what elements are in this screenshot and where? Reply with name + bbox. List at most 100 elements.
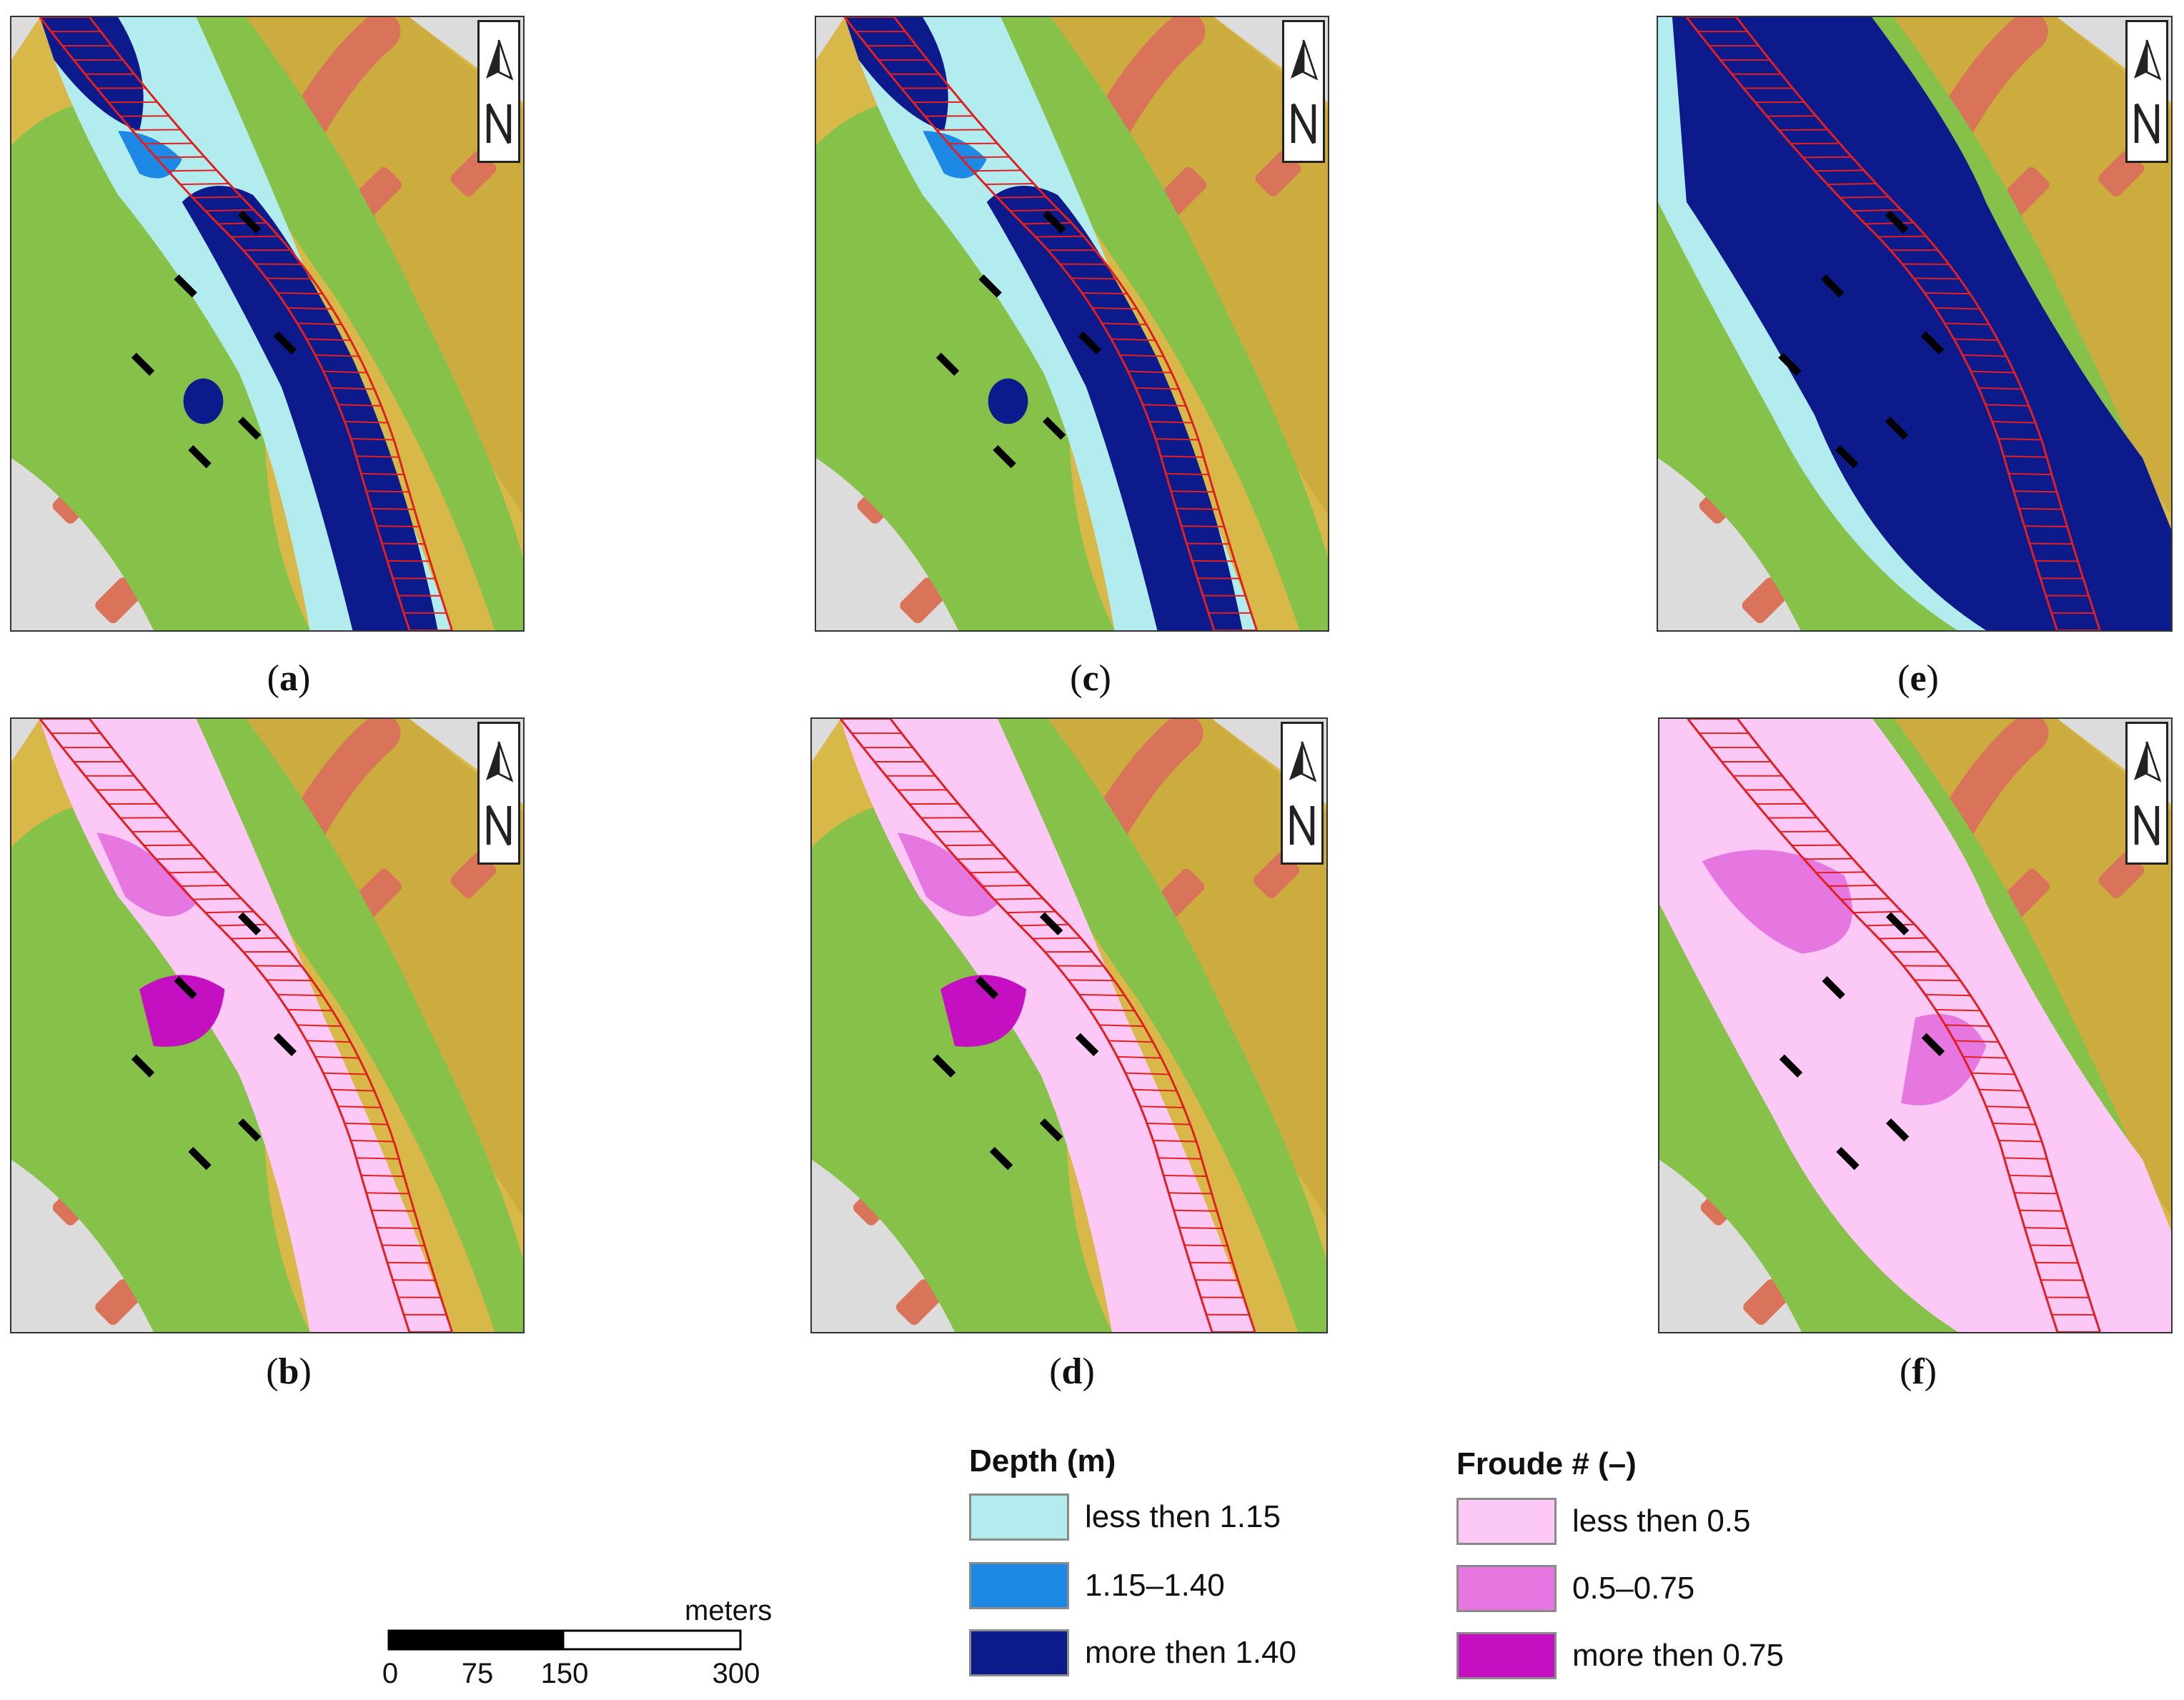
bridge-pier-3 — [932, 1054, 956, 1078]
building-3 — [1743, 1279, 1790, 1326]
navigation-channel — [839, 719, 1256, 1332]
bridge-pier-2 — [1075, 1033, 1099, 1057]
caption-f: (f) — [1900, 1351, 1937, 1392]
right-bank-vegetation — [958, 17, 1328, 630]
bridge-pier-1 — [174, 274, 197, 298]
channel-hatch-line — [297, 322, 342, 326]
channel-hatch-line — [2009, 1174, 2053, 1178]
channel-hatch-line — [287, 307, 333, 310]
north-arrow-icon — [2125, 722, 2168, 865]
caption-d: (d) — [1049, 1351, 1095, 1392]
froude-high-zone — [940, 975, 1026, 1047]
channel-hatch-line — [366, 490, 409, 493]
channel-hatch-line — [1136, 387, 1179, 390]
channel-hatch-line — [1117, 1055, 1162, 1059]
water-depth-deep — [1672, 17, 2171, 630]
navigation-channel — [843, 17, 1258, 630]
map-svg — [1659, 719, 2171, 1332]
channel-centerline-left — [1685, 17, 2058, 630]
channel-hatch-line — [266, 277, 313, 280]
channel-centerline-left — [39, 17, 411, 630]
bridge-pier-0 — [237, 210, 262, 234]
scale-unit-label: meters — [685, 1595, 773, 1626]
caption-e: (e) — [1897, 658, 1939, 699]
channel-hatch-line — [1111, 338, 1156, 342]
map-panel-c — [815, 16, 1329, 632]
channel-hatch-line — [1945, 322, 1990, 326]
channel-hatch-line — [156, 858, 205, 860]
bridge-pier-1 — [978, 274, 1002, 298]
navigation-channel — [39, 719, 453, 1332]
channel-hatch-line — [306, 338, 351, 342]
channel-hatch-line — [1935, 1008, 1981, 1012]
channel-hatch-line — [287, 1008, 333, 1012]
bridge-pier-5 — [1885, 417, 1909, 440]
scale-tick-75: 75 — [461, 1658, 494, 1689]
map-svg — [816, 17, 1328, 630]
scale-tick-150: 150 — [540, 1658, 589, 1689]
channel-hatch-line — [1128, 370, 1172, 374]
scale-tick-300: 300 — [712, 1658, 760, 1689]
channel-hatch-line — [1071, 277, 1118, 280]
channel-hatch-line — [331, 387, 374, 390]
channel-hatch-line — [1998, 437, 2042, 441]
scale-segment-black — [389, 1631, 563, 1649]
channel-hatch-line — [168, 871, 217, 874]
froude-swatch-low — [1456, 1498, 1557, 1545]
channel-hatch-line — [1171, 490, 1214, 493]
channel-hatch-line — [323, 370, 367, 374]
froude-label-low: less then 0.5 — [1572, 1503, 1751, 1539]
froude-legend-title: Froude # (–) — [1456, 1446, 1637, 1481]
bridge-pier-3 — [131, 1054, 155, 1078]
scale-bar — [387, 1629, 742, 1651]
channel-hatch-line — [1023, 222, 1072, 225]
channel-hatch-line — [1146, 1122, 1191, 1125]
channel-hatch-line — [969, 871, 1018, 874]
bridge-pier-0 — [1042, 210, 1066, 234]
channel-hatch-line — [1792, 844, 1841, 847]
map-svg — [11, 17, 523, 630]
channel-hatch-line — [1840, 898, 1890, 900]
channel-centerline-left — [839, 719, 1213, 1332]
caption-b: (b) — [266, 1351, 312, 1392]
left-bank-vegetation — [812, 801, 1112, 1332]
channel-hatch-line — [168, 169, 217, 172]
channel-hatch-line — [1954, 338, 1998, 342]
bridge-pier-2 — [273, 331, 297, 355]
channel-hatch-line — [1081, 292, 1128, 295]
channel-hatch-line — [2003, 455, 2047, 458]
depth-label-low: less then 1.15 — [1085, 1499, 1281, 1534]
north-arrow-icon — [477, 20, 520, 163]
channel-hatch-line — [981, 885, 1031, 888]
channel-hatch-line — [350, 1139, 394, 1143]
right-bank-vegetation — [153, 719, 523, 1332]
channel-hatch-line — [2029, 542, 2073, 545]
channel-hatch-line — [218, 923, 267, 927]
channel-hatch-line — [1913, 277, 1960, 280]
map-panel-b — [10, 717, 525, 1333]
navigation-channel — [39, 17, 453, 630]
froude-mid-zone-1 — [1702, 850, 1852, 954]
channel-hatch-line — [1186, 542, 1230, 545]
bridge-pier-3 — [1779, 1054, 1803, 1078]
channel-hatch-line — [1140, 1105, 1184, 1108]
channel-hatch-line — [180, 885, 229, 888]
map-svg — [11, 719, 523, 1332]
building-3 — [895, 1279, 943, 1326]
depth-label-mid: 1.15–1.40 — [1085, 1568, 1225, 1603]
channel-hatch-line — [306, 1040, 351, 1043]
bridge-pier-0 — [1885, 210, 1909, 234]
channel-hatch-line — [994, 898, 1043, 900]
map-panel-e — [1657, 16, 2173, 632]
north-arrow-icon — [1282, 20, 1325, 163]
caption-c: (c) — [1070, 658, 1111, 699]
channel-hatch-line — [1155, 437, 1199, 441]
bridge-pier-4 — [993, 444, 1016, 469]
channel-hatch-line — [2035, 560, 2078, 562]
channel-hatch-line — [344, 1122, 388, 1125]
north-arrow-icon — [1281, 722, 1324, 865]
channel-hatch-line — [1802, 156, 1852, 159]
channel-hatch-line — [1852, 209, 1902, 212]
channel-hatch-line — [1954, 1040, 1999, 1043]
building-3 — [900, 577, 946, 624]
